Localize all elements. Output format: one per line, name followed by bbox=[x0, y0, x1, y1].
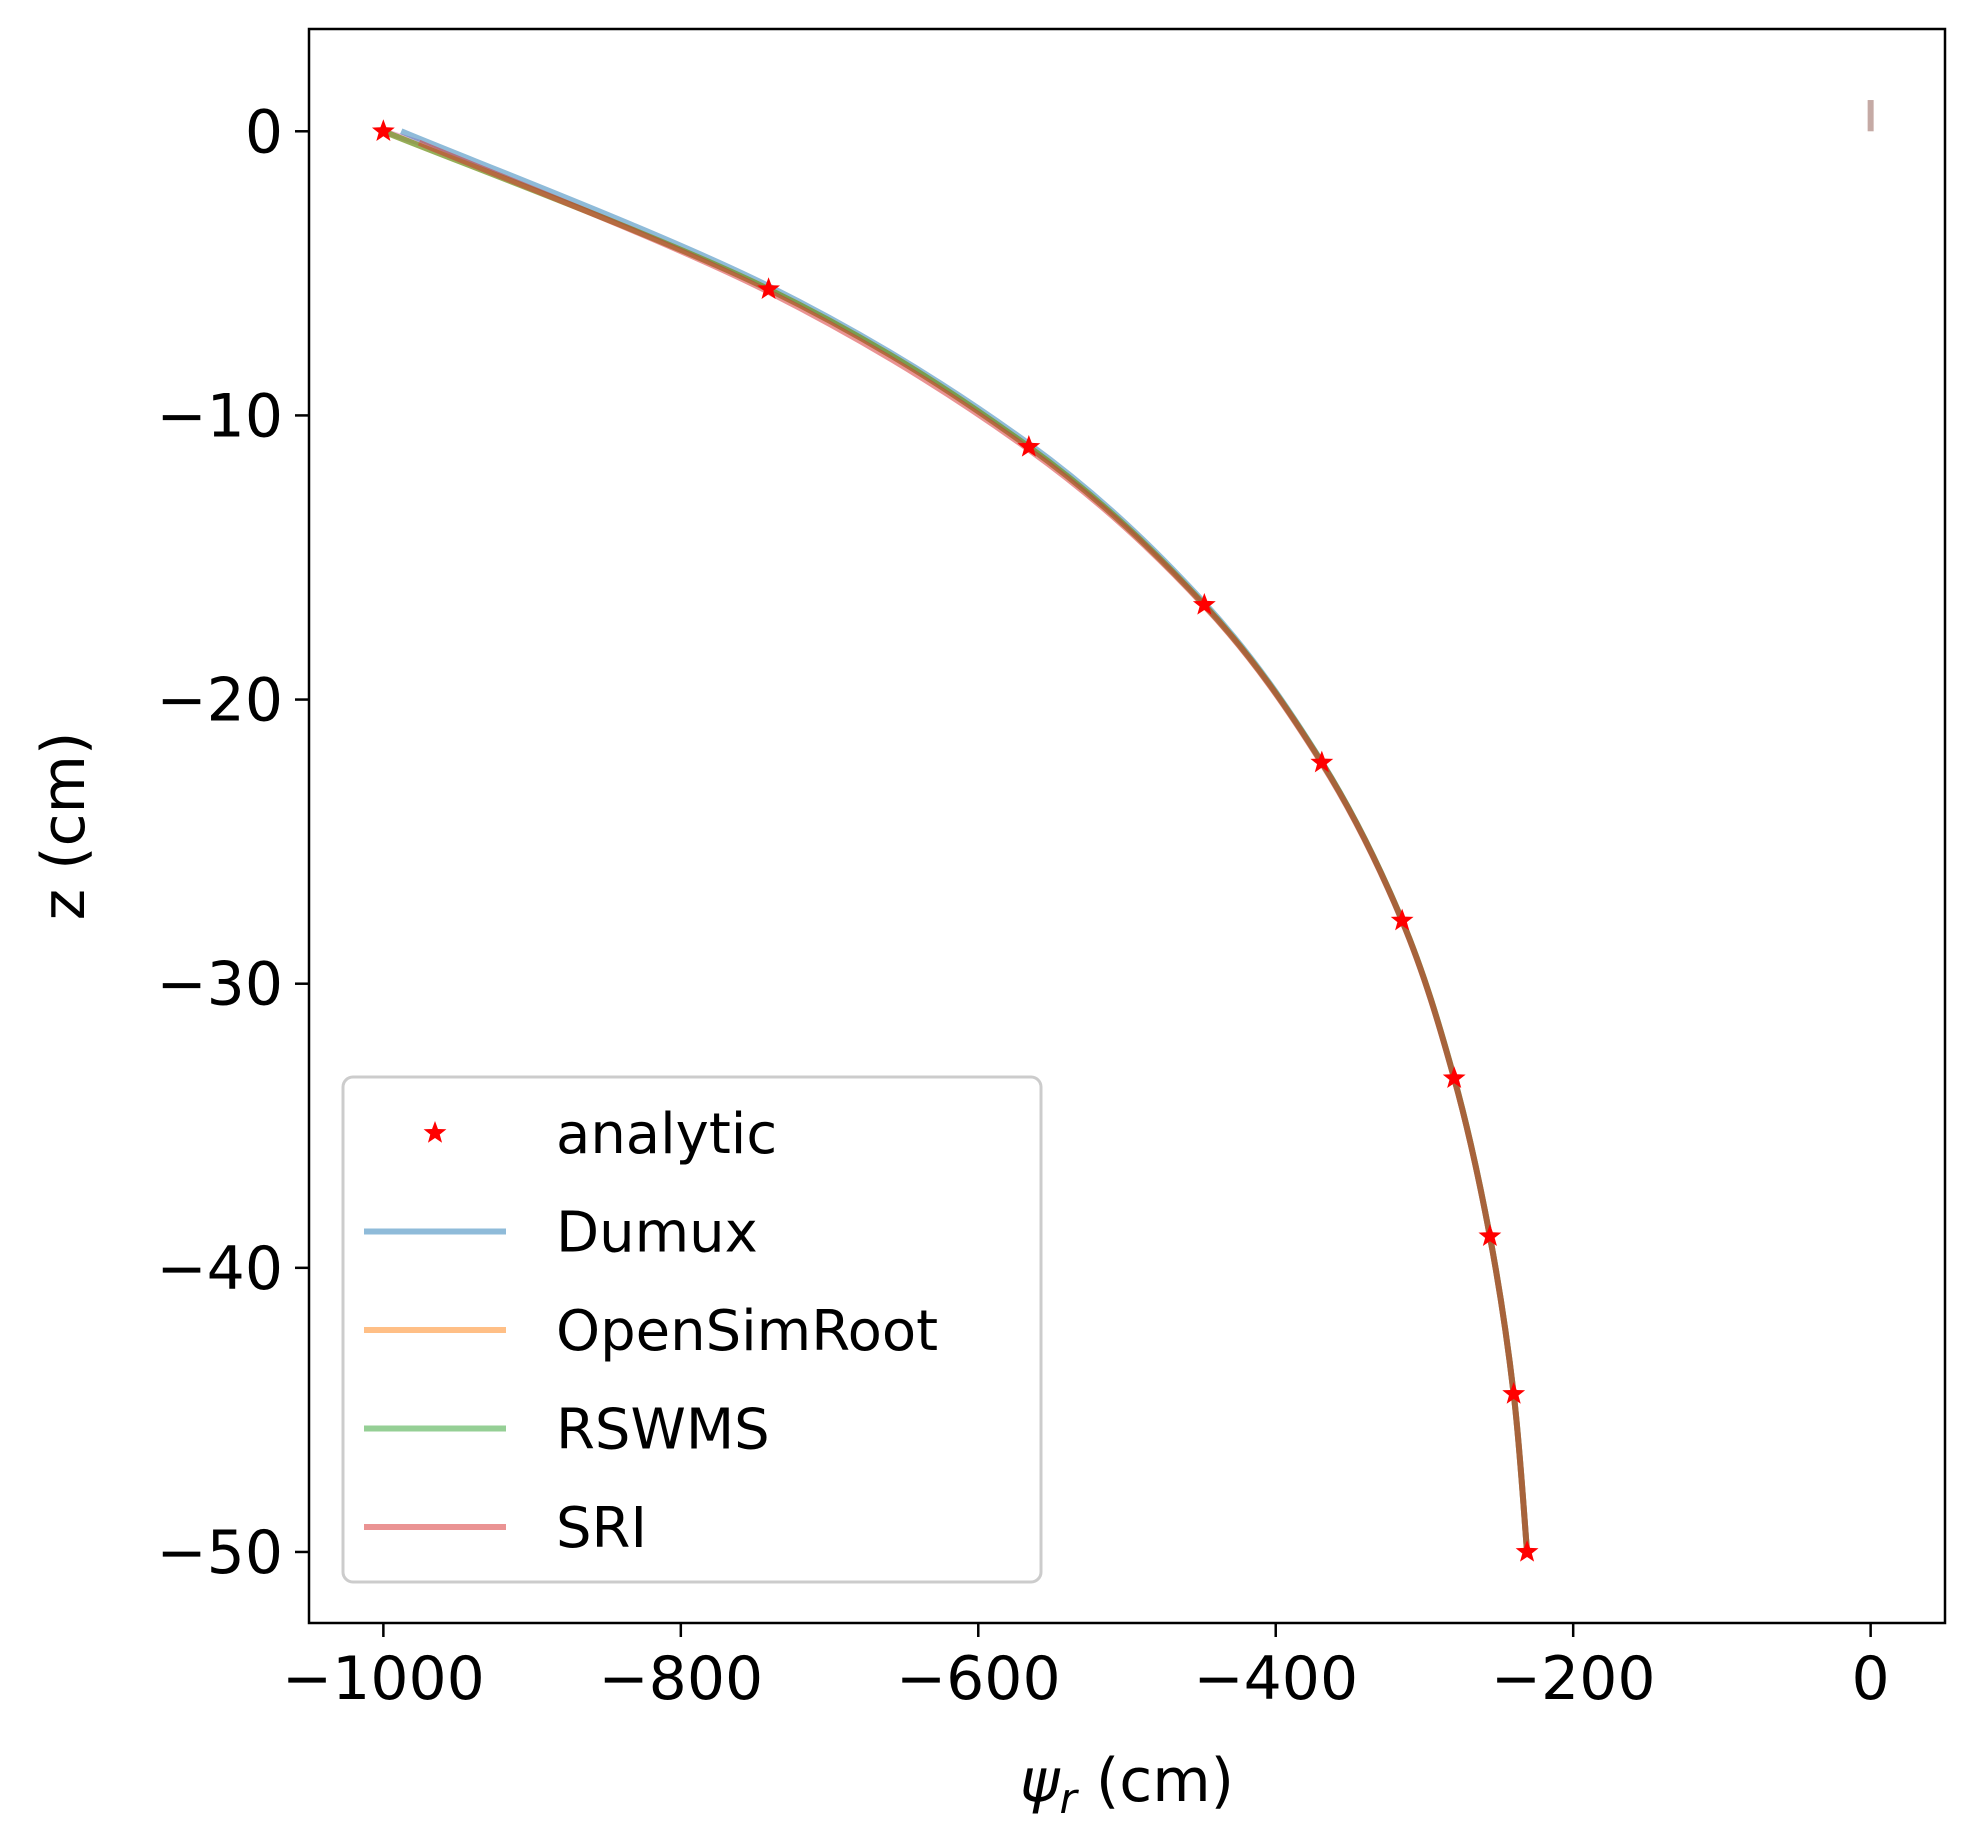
x-tick-label: −200 bbox=[1491, 1644, 1656, 1714]
legend: analytic Dumux OpenSimRoot RSWMS SRI bbox=[341, 1075, 1043, 1584]
analytic-point bbox=[1310, 750, 1334, 773]
x-tick-label: −800 bbox=[598, 1644, 763, 1714]
y-tick-label: −50 bbox=[156, 1518, 283, 1588]
legend-label-sri: SRI bbox=[556, 1496, 647, 1561]
analytic-point bbox=[371, 119, 395, 141]
marker-layer bbox=[371, 119, 1539, 1562]
analytic-point bbox=[1192, 592, 1216, 615]
analytic-point bbox=[1017, 434, 1041, 457]
x-tick-label: −400 bbox=[1193, 1644, 1358, 1714]
legend-label-opensimroot: OpenSimRoot bbox=[556, 1299, 938, 1364]
legend-label-dumux: Dumux bbox=[556, 1201, 758, 1266]
analytic-point bbox=[1442, 1066, 1466, 1089]
legend-label-rswms: RSWMS bbox=[556, 1398, 770, 1463]
legend-label-analytic: analytic bbox=[556, 1102, 777, 1167]
legend-box bbox=[341, 1075, 1043, 1584]
analytic-point bbox=[1502, 1381, 1526, 1404]
analytic-point bbox=[1478, 1224, 1502, 1246]
legend-entries: analytic Dumux OpenSimRoot RSWMS SRI bbox=[364, 1102, 938, 1561]
x-tick-label: 0 bbox=[1852, 1644, 1890, 1714]
plot-frame bbox=[307, 27, 1947, 1625]
analytic-point bbox=[1515, 1539, 1539, 1562]
y-tick-label: −10 bbox=[156, 381, 283, 451]
legend-marker-analytic bbox=[423, 1121, 447, 1143]
y-axis-label: z (cm) bbox=[29, 732, 99, 921]
analytic-point bbox=[1390, 908, 1414, 931]
y-tick-label: −30 bbox=[156, 950, 283, 1020]
y-tick-label: −40 bbox=[156, 1234, 283, 1304]
y-axis-ticks: 0 −10 −20 −30 −40 −50 bbox=[156, 97, 309, 1588]
x-tick-label: −1000 bbox=[282, 1644, 485, 1714]
x-axis-label: ψr (cm) bbox=[1020, 1746, 1234, 1823]
y-tick-label: 0 bbox=[245, 97, 283, 167]
y-tick-label: −20 bbox=[156, 666, 283, 736]
analytic-point bbox=[757, 277, 780, 299]
x-tick-label: −600 bbox=[896, 1644, 1061, 1714]
x-axis-ticks: −1000 −800 −600 −400 −200 0 bbox=[282, 1623, 1890, 1714]
